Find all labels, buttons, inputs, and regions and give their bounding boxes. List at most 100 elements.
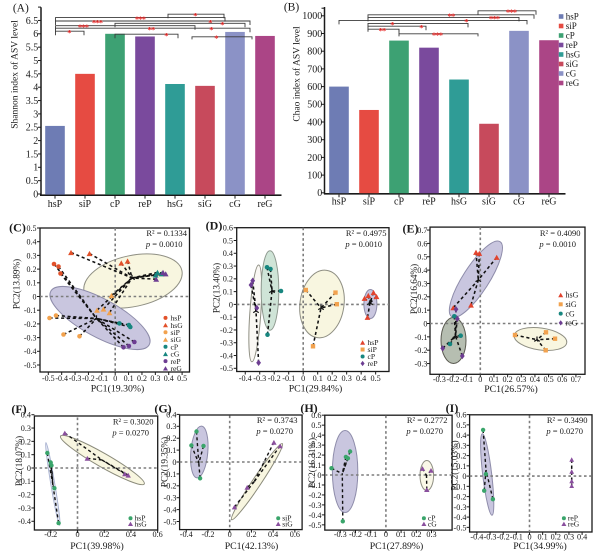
svg-text:-0.2: -0.2: [268, 374, 281, 383]
svg-text:0.1: 0.1: [166, 446, 176, 455]
svg-text:500: 500: [307, 100, 322, 111]
svg-text:-0.3: -0.3: [164, 494, 177, 503]
svg-text:***: ***: [432, 30, 443, 40]
svg-text:-0.1: -0.1: [460, 375, 473, 384]
svg-text:reG: reG: [566, 319, 578, 328]
svg-text:p = 0.0270: p = 0.0270: [255, 426, 293, 436]
svg-text:-0.3: -0.3: [69, 374, 82, 383]
svg-text:(I): (I): [446, 401, 459, 415]
svg-text:0.3: 0.3: [516, 375, 526, 384]
svg-text:0.2: 0.2: [417, 293, 427, 302]
svg-text:0: 0: [317, 188, 322, 199]
svg-text:p = 0.0010: p = 0.0010: [538, 239, 576, 249]
svg-text:cG: cG: [566, 309, 576, 318]
svg-text:hsG: hsG: [566, 291, 579, 300]
svg-text:0.1: 0.1: [21, 451, 31, 460]
svg-text:-0.1: -0.1: [415, 333, 428, 342]
svg-text:hsG: hsG: [451, 197, 467, 208]
svg-text:hsP: hsP: [332, 197, 347, 208]
svg-text:5.5: 5.5: [26, 43, 39, 54]
svg-text:0: 0: [384, 530, 388, 539]
svg-text:-0.1: -0.1: [454, 482, 467, 491]
svg-text:-0.2: -0.2: [309, 491, 322, 500]
svg-text:Chao index of ASV level: Chao index of ASV level: [291, 26, 302, 122]
svg-text:0: 0: [527, 533, 531, 542]
svg-text:hsP: hsP: [566, 12, 579, 22]
svg-text:0.2: 0.2: [223, 275, 233, 284]
svg-text:(G): (G): [154, 402, 171, 416]
svg-text:0.4: 0.4: [577, 533, 587, 542]
svg-text:0.4: 0.4: [356, 374, 366, 383]
svg-text:0.5: 0.5: [177, 374, 187, 383]
svg-text:0.2: 0.2: [27, 265, 37, 274]
svg-text:R² = 0.1334: R² = 0.1334: [146, 228, 187, 238]
svg-text:PC2(13.89%): PC2(13.89%): [11, 259, 21, 309]
svg-text:0.7: 0.7: [417, 226, 427, 235]
svg-text:PC1(26.57%): PC1(26.57%): [484, 384, 538, 395]
svg-text:0.1: 0.1: [538, 533, 548, 542]
svg-text:0.5: 0.5: [223, 236, 233, 245]
svg-text:PC2(16.31%): PC2(16.31%): [307, 438, 317, 488]
svg-text:0.1: 0.1: [417, 306, 427, 315]
svg-text:0.5: 0.5: [371, 374, 381, 383]
svg-text:-0.3: -0.3: [484, 533, 497, 542]
svg-text:-0.1: -0.1: [95, 374, 108, 383]
svg-text:900: 900: [307, 29, 322, 40]
svg-text:(E): (E): [403, 222, 419, 236]
svg-text:-0.4: -0.4: [454, 513, 467, 522]
svg-text:-0.5: -0.5: [454, 523, 467, 532]
svg-text:-0.1: -0.1: [164, 470, 177, 479]
svg-text:cP: cP: [171, 342, 179, 351]
svg-text:reP: reP: [566, 40, 578, 50]
svg-text:200: 200: [307, 153, 322, 164]
svg-text:0.2: 0.2: [503, 375, 513, 384]
svg-text:0.3: 0.3: [417, 279, 427, 288]
svg-text:siG: siG: [282, 519, 293, 528]
svg-text:0.2: 0.2: [456, 452, 466, 461]
svg-text:PC2(13.40%): PC2(13.40%): [211, 263, 221, 313]
svg-text:0.4: 0.4: [21, 411, 31, 420]
svg-text:0.4: 0.4: [456, 431, 466, 440]
svg-text:0.2: 0.2: [137, 374, 147, 383]
svg-text:-0.3: -0.3: [433, 375, 446, 384]
svg-text:PC2(16.64%): PC2(16.64%): [409, 264, 419, 314]
svg-text:-0.1: -0.1: [24, 306, 37, 315]
svg-text:PC1(27.89%): PC1(27.89%): [370, 541, 424, 552]
svg-text:-0.5: -0.5: [42, 374, 55, 383]
svg-text:-0.1: -0.1: [282, 374, 295, 383]
svg-text:0.6: 0.6: [311, 411, 321, 420]
svg-text:0.1: 0.1: [396, 530, 406, 539]
svg-text:cP: cP: [368, 352, 376, 361]
svg-text:0.6: 0.6: [153, 530, 163, 539]
svg-text:0.2: 0.2: [311, 451, 321, 460]
svg-text:600: 600: [307, 82, 322, 93]
svg-text:0.5: 0.5: [311, 421, 321, 430]
svg-text:siG: siG: [198, 199, 212, 210]
svg-text:1.5: 1.5: [26, 149, 39, 160]
svg-text:p = 0.0270: p = 0.0270: [545, 426, 583, 436]
svg-text:siP: siP: [566, 21, 577, 31]
svg-text:0.4: 0.4: [530, 375, 540, 384]
svg-text:0: 0: [229, 300, 233, 309]
svg-text:*: *: [214, 33, 218, 43]
svg-text:0.2: 0.2: [551, 533, 561, 542]
svg-text:p = 0.0010: p = 0.0010: [344, 239, 382, 249]
svg-text:reG: reG: [568, 519, 580, 528]
svg-text:0.2: 0.2: [21, 437, 31, 446]
svg-text:*: *: [67, 28, 71, 38]
svg-text:0.5: 0.5: [456, 421, 466, 430]
svg-text:4.5: 4.5: [26, 69, 39, 80]
svg-text:0.3: 0.3: [21, 424, 31, 433]
svg-text:-0.1: -0.1: [510, 533, 523, 542]
svg-text:reG: reG: [171, 364, 183, 373]
svg-text:hsG: hsG: [566, 50, 581, 60]
svg-text:reP: reP: [171, 357, 181, 366]
svg-text:hsP: hsP: [368, 338, 379, 347]
svg-text:-0.2: -0.2: [201, 530, 214, 539]
svg-text:3: 3: [33, 109, 38, 120]
svg-text:hsP: hsP: [171, 314, 182, 323]
svg-text:0.3: 0.3: [342, 374, 352, 383]
svg-text:0.5: 0.5: [27, 224, 37, 233]
svg-text:-0.4: -0.4: [164, 506, 177, 515]
svg-text:-0.3: -0.3: [309, 501, 322, 510]
